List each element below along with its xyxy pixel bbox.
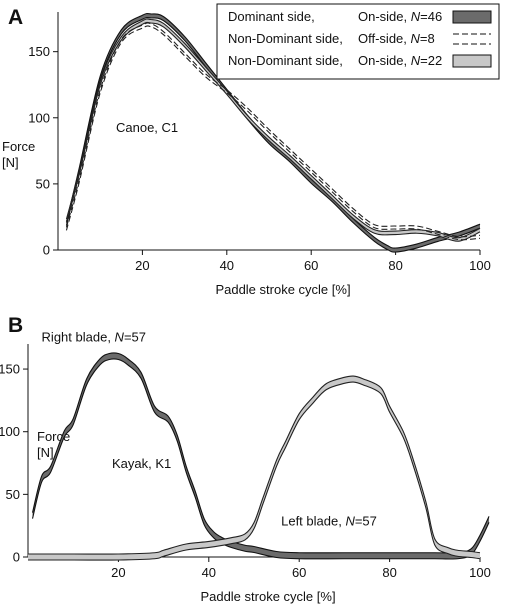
series-lower-edge — [65, 17, 481, 253]
x-tick-label: 20 — [135, 258, 149, 273]
y-tick-label: 0 — [13, 550, 20, 565]
series-upper-edge — [65, 22, 481, 238]
legend-entry: Non-Dominant side, On-side, N=22 — [228, 53, 492, 68]
legend-box — [216, 3, 500, 80]
panel-a: A 0 50 100 150 20 40 60 80 100 Force[N] Paddle stro… — [2, 3, 500, 297]
legend-entry-label: Non-Dominant side, — [228, 31, 343, 46]
x-tick-label: 40 — [220, 258, 234, 273]
x-tick-label: 80 — [382, 565, 396, 580]
x-tick-label: 60 — [304, 258, 318, 273]
panel-letter: A — [8, 6, 23, 29]
legend-entry-label: Non-Dominant side, — [228, 53, 343, 68]
series-lower-edge — [65, 21, 481, 242]
legend-entry-side: Off-side, N=8 — [358, 31, 435, 46]
y-tick-label: 0 — [43, 243, 50, 258]
x-tick-label: 40 — [202, 565, 216, 580]
series-lower-edge — [65, 25, 481, 241]
blade-label: Left blade, N=57 — [281, 514, 377, 529]
y-tick-label: 50 — [36, 176, 50, 191]
chart-annotation: Kayak, K1 — [112, 456, 171, 471]
series-1 — [31, 352, 490, 560]
x-tick-label: 20 — [111, 565, 125, 580]
legend-entry: Non-Dominant side, Off-side, N=8 — [228, 31, 491, 46]
x-tick-label: 80 — [388, 258, 402, 273]
series-lower-edge — [28, 381, 481, 561]
y-tick-label: 100 — [28, 110, 50, 125]
series-upper-edge — [65, 18, 481, 239]
x-axis-label: Paddle stroke cycle [%] — [200, 589, 335, 604]
legend-entry: Dominant side, On-side, N=46 — [228, 9, 492, 24]
x-axis-label: Paddle stroke cycle [%] — [215, 282, 350, 297]
series-upper-edge — [31, 352, 490, 554]
x-tick-label: 60 — [292, 565, 306, 580]
y-tick-label: 100 — [0, 424, 20, 439]
panel-letter: B — [8, 314, 23, 337]
y-tick-label: 150 — [28, 44, 50, 59]
x-tick-label: 100 — [469, 258, 491, 273]
x-tick-label: 100 — [469, 565, 491, 580]
blade-label: Right blade, N=57 — [42, 329, 146, 344]
legend-entry-side: On-side, N=22 — [358, 53, 442, 68]
legend-entry-side: On-side, N=46 — [358, 9, 442, 24]
series-2 — [28, 375, 481, 561]
chart-annotation: Canoe, C1 — [116, 120, 178, 135]
series-3 — [65, 18, 481, 242]
y-axis-unit: [N] — [2, 155, 19, 170]
y-tick-label: 150 — [0, 362, 20, 377]
y-axis-unit: [N] — [37, 445, 54, 460]
y-tick-label: 50 — [6, 487, 20, 502]
series-band — [32, 352, 490, 560]
legend-entry-label: Dominant side, — [228, 9, 315, 24]
legend: Dominant side, On-side, N=46 Non-Dominant … — [216, 3, 500, 80]
series-2 — [65, 22, 481, 241]
series-lower-edge — [31, 358, 490, 560]
series-band — [28, 376, 480, 561]
series-upper-edge — [28, 375, 481, 555]
legend-swatch — [452, 54, 492, 68]
legend-swatch — [452, 10, 492, 24]
y-axis-label: Force — [2, 139, 35, 154]
